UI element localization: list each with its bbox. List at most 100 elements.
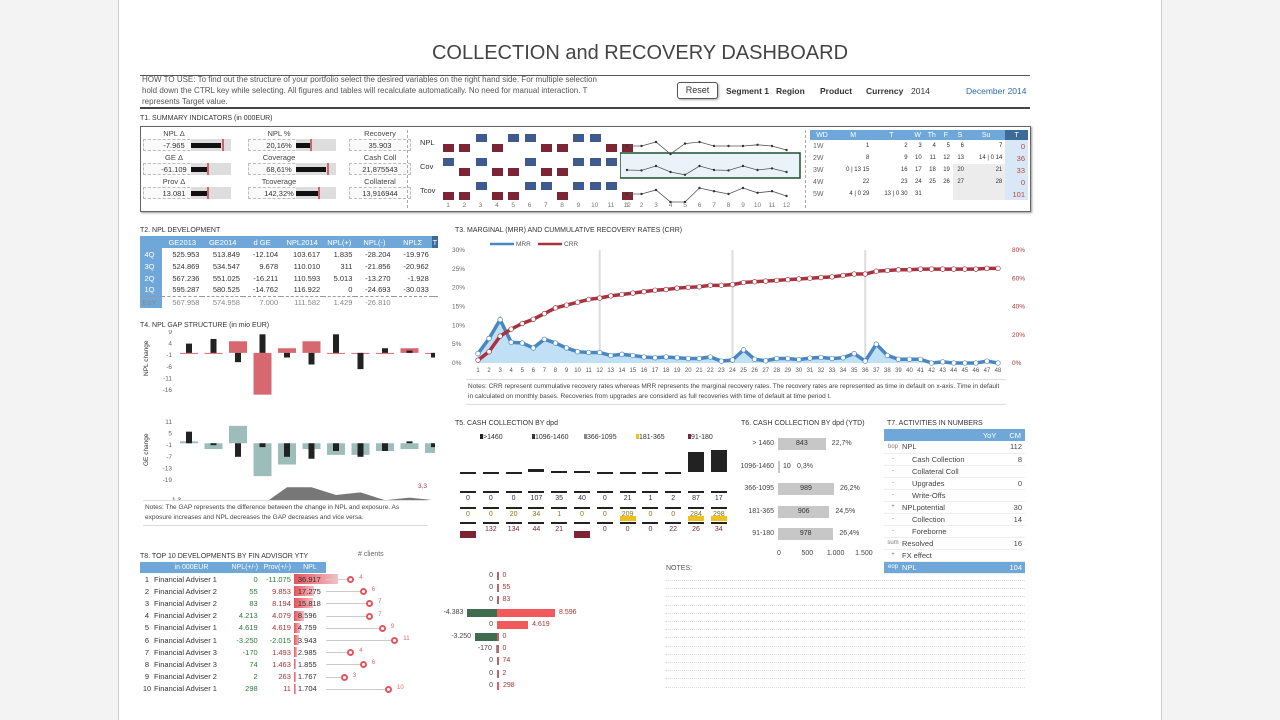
table-row[interactable]: 3 Financial Adviser 2 83 8.194 15.818	[140, 597, 326, 609]
legend-swatch	[584, 434, 587, 439]
segment-filter[interactable]: Segment 1	[726, 86, 769, 96]
calendar-day[interactable]: 14 | 0 14	[979, 155, 1003, 161]
week-label: 5W	[813, 190, 824, 198]
calendar-day[interactable]: 4	[932, 143, 936, 149]
target-bar	[204, 352, 223, 354]
calendar-day[interactable]	[939, 188, 953, 200]
table-row[interactable]: 8 Financial Adviser 3 74 1.463 1.855	[140, 658, 326, 670]
calendar-day[interactable]	[967, 188, 1006, 200]
prov-change: -11.075	[266, 574, 291, 584]
mrr-point	[940, 359, 946, 365]
table-row[interactable]: 9 Financial Adviser 2 2 263 1.767	[140, 671, 326, 683]
x-tick: 11	[586, 368, 593, 374]
calendar-day[interactable]: 0 | 13 15	[846, 167, 870, 173]
table-cell: 7.000	[242, 295, 282, 308]
calendar-day[interactable]: 21	[967, 164, 1006, 176]
calendar-day[interactable]: 10	[915, 155, 922, 161]
table-row[interactable]: 2 Financial Adviser 2 55 9.853 17.275	[140, 585, 326, 597]
summary-indicators-panel	[140, 126, 1031, 212]
npl-change: 4.213	[238, 611, 258, 621]
calendar-day[interactable]: 11	[929, 155, 936, 161]
calendar-day[interactable]: 22	[862, 179, 870, 185]
notes-label: NOTES:	[666, 565, 693, 572]
rank: 2	[144, 586, 150, 596]
calendar-day[interactable]: 1	[865, 143, 870, 149]
calendar-day[interactable]: 9	[904, 155, 908, 161]
down-square	[491, 168, 503, 176]
notes-line	[665, 637, 1025, 639]
calendar-day[interactable]: 13	[957, 155, 965, 161]
mrr-point	[718, 358, 725, 364]
axis-label: NPL change	[143, 340, 150, 376]
up-square	[540, 182, 552, 190]
notes-line	[665, 621, 1025, 622]
calendar-day[interactable]: 28	[967, 176, 1006, 188]
calendar-day[interactable]: 8	[865, 155, 870, 161]
calendar-day[interactable]: 17	[915, 167, 922, 173]
table-row[interactable]: 1 Financial Adviser 1 0 -11.075 36.917	[140, 573, 338, 585]
table-row[interactable]: 5 Financial Adviser 1 4.619 4.619 4.759	[140, 622, 326, 634]
sparklines	[620, 140, 801, 203]
dpd-value: 34	[528, 507, 545, 518]
currency-filter[interactable]: Currency	[866, 86, 904, 96]
calendar-day[interactable]: 31	[915, 191, 922, 197]
calendar-day[interactable]: 4 | 0 29	[849, 191, 870, 197]
calendar-day[interactable]: 20	[952, 164, 968, 176]
actual-bar	[431, 443, 435, 448]
calendar-day[interactable]	[925, 188, 939, 200]
calendar-day[interactable]: 6	[960, 143, 965, 149]
calendar-day[interactable]: 2	[904, 143, 908, 149]
calendar-day[interactable]: 3	[918, 143, 922, 149]
table-row[interactable]: 7 Financial Adviser 3 -170 1.493 2.985	[140, 646, 326, 658]
week-label: 1W	[813, 142, 824, 150]
npl-value: 3.943	[293, 634, 326, 646]
t4-title: T4. NPL GAP STRUCTURE (in mio EUR)	[140, 322, 270, 329]
calendar-day[interactable]: 25	[929, 179, 936, 185]
calendar-day[interactable]	[952, 188, 968, 200]
positive-value: 83	[502, 596, 511, 604]
negative-value: -170	[477, 645, 492, 653]
negative-bar	[467, 608, 497, 617]
calendar-day[interactable]: 23	[900, 179, 908, 185]
reset-button[interactable]: Reset	[677, 82, 718, 99]
sparkline-point	[785, 148, 788, 152]
calendar-day[interactable]: 24	[915, 179, 922, 185]
prov-change: 263	[278, 672, 291, 682]
calendar-day[interactable]: 27	[952, 176, 968, 188]
crr-point	[729, 281, 736, 288]
x-tick: 26	[751, 368, 758, 374]
positive-value: 298	[503, 681, 515, 689]
cm-value: 30	[1000, 501, 1025, 514]
x-tick: 40	[906, 368, 913, 374]
calendar-day[interactable]: 18	[929, 167, 936, 173]
crr-point	[707, 282, 713, 288]
notes-line	[665, 678, 1025, 680]
table-row[interactable]: 10 Financial Adviser 1 298 11 1.704	[140, 683, 326, 695]
prov-change: 9.853	[272, 586, 291, 596]
table-row[interactable]: 6 Financial Adviser 1 -3.250 -2.015 3.943	[140, 634, 326, 646]
month-tick: 3	[478, 202, 483, 209]
calendar-day[interactable]: 13 | 0 30	[884, 191, 908, 197]
actual-bar	[235, 352, 241, 363]
calendar-day[interactable]: 5	[946, 143, 950, 149]
x-tick: 38	[884, 368, 891, 374]
month-tick: 9	[576, 202, 581, 209]
calendar-header: Th	[924, 130, 939, 140]
calendar-day[interactable]: 16	[900, 167, 908, 173]
dpd-value	[574, 522, 590, 526]
table-row[interactable]: 4 Financial Adviser 2 4.213 4.079 8.596	[140, 610, 326, 622]
table-cell: 580.525	[212, 285, 240, 295]
calendar-day[interactable]: 12	[943, 155, 950, 161]
crr-point	[763, 278, 769, 284]
crr-point	[862, 271, 868, 277]
calendar-day[interactable]: 7	[998, 143, 1003, 149]
calendar-day[interactable]: 19	[943, 167, 950, 173]
positive-bar	[497, 657, 499, 666]
gap-last-value: 3,3	[418, 483, 427, 490]
calendar-day[interactable]: 26	[943, 179, 950, 185]
calendar-header: T	[1005, 130, 1028, 140]
region-filter[interactable]: Region	[776, 86, 805, 96]
product-filter[interactable]: Product	[820, 86, 853, 96]
year-filter[interactable]: 2014	[911, 86, 930, 96]
dpd-value: 40	[574, 491, 590, 502]
